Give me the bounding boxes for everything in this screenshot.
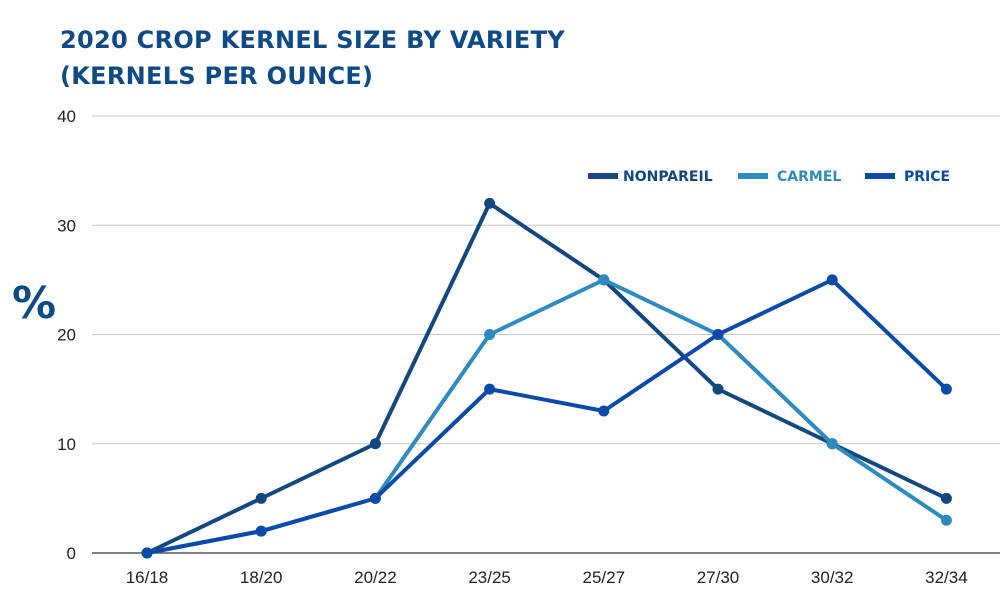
legend-item-price: PRICE xyxy=(865,169,950,185)
y-axis-ticks: 0 10 20 30 40 xyxy=(57,107,76,563)
legend-item-nonpareil: NONPAREIL xyxy=(588,169,713,185)
data-point xyxy=(598,405,610,417)
series-nonpareil xyxy=(141,197,952,559)
data-point xyxy=(940,383,952,395)
y-tick-label: 40 xyxy=(57,107,76,126)
legend: NONPAREIL CARMEL PRICE xyxy=(588,169,950,185)
data-point xyxy=(826,438,838,450)
legend-label: CARMEL xyxy=(777,169,841,185)
series-line xyxy=(145,201,949,555)
data-point xyxy=(712,383,724,395)
series-group xyxy=(141,197,952,559)
series-line xyxy=(145,277,949,555)
x-tick-label: 27/30 xyxy=(697,568,740,587)
legend-item-carmel: CARMEL xyxy=(738,169,841,185)
data-point xyxy=(369,492,381,504)
data-point xyxy=(598,274,610,286)
x-tick-label: 25/27 xyxy=(583,568,626,587)
y-tick-label: 30 xyxy=(57,216,76,235)
series-carmel xyxy=(141,274,952,559)
gridlines xyxy=(92,115,1000,554)
data-point xyxy=(484,197,496,209)
x-tick-label: 23/25 xyxy=(468,568,511,587)
legend-label: PRICE xyxy=(904,169,950,185)
data-point xyxy=(255,525,267,537)
data-point xyxy=(940,514,952,526)
x-tick-label: 20/22 xyxy=(354,568,397,587)
data-point xyxy=(255,492,267,504)
data-point xyxy=(484,329,496,340)
data-point xyxy=(712,329,724,340)
data-point xyxy=(940,492,952,504)
x-axis-ticks: 16/18 18/20 20/22 23/25 25/27 27/30 30/32 32/34 xyxy=(126,568,968,587)
data-point xyxy=(484,383,496,395)
series-price xyxy=(141,274,952,559)
x-tick-label: 32/34 xyxy=(925,568,968,587)
chart-title-line-2: (KERNELS PER OUNCE) xyxy=(60,62,374,90)
y-tick-label: 20 xyxy=(57,326,76,345)
chart-title-line-1: 2020 CROP KERNEL SIZE BY VARIETY xyxy=(60,26,565,54)
y-tick-label: 0 xyxy=(67,544,76,563)
data-point xyxy=(141,547,153,559)
y-tick-label: 10 xyxy=(57,435,76,454)
x-tick-label: 16/18 xyxy=(126,568,169,587)
x-tick-label: 18/20 xyxy=(240,568,283,587)
x-tick-label: 30/32 xyxy=(811,568,854,587)
series-line xyxy=(145,277,949,555)
y-axis-label: % xyxy=(12,278,56,329)
legend-label: NONPAREIL xyxy=(623,169,713,185)
data-point xyxy=(826,274,838,286)
chart-title: 2020 CROP KERNEL SIZE BY VARIETY (KERNEL… xyxy=(60,22,565,94)
data-point xyxy=(369,438,381,450)
